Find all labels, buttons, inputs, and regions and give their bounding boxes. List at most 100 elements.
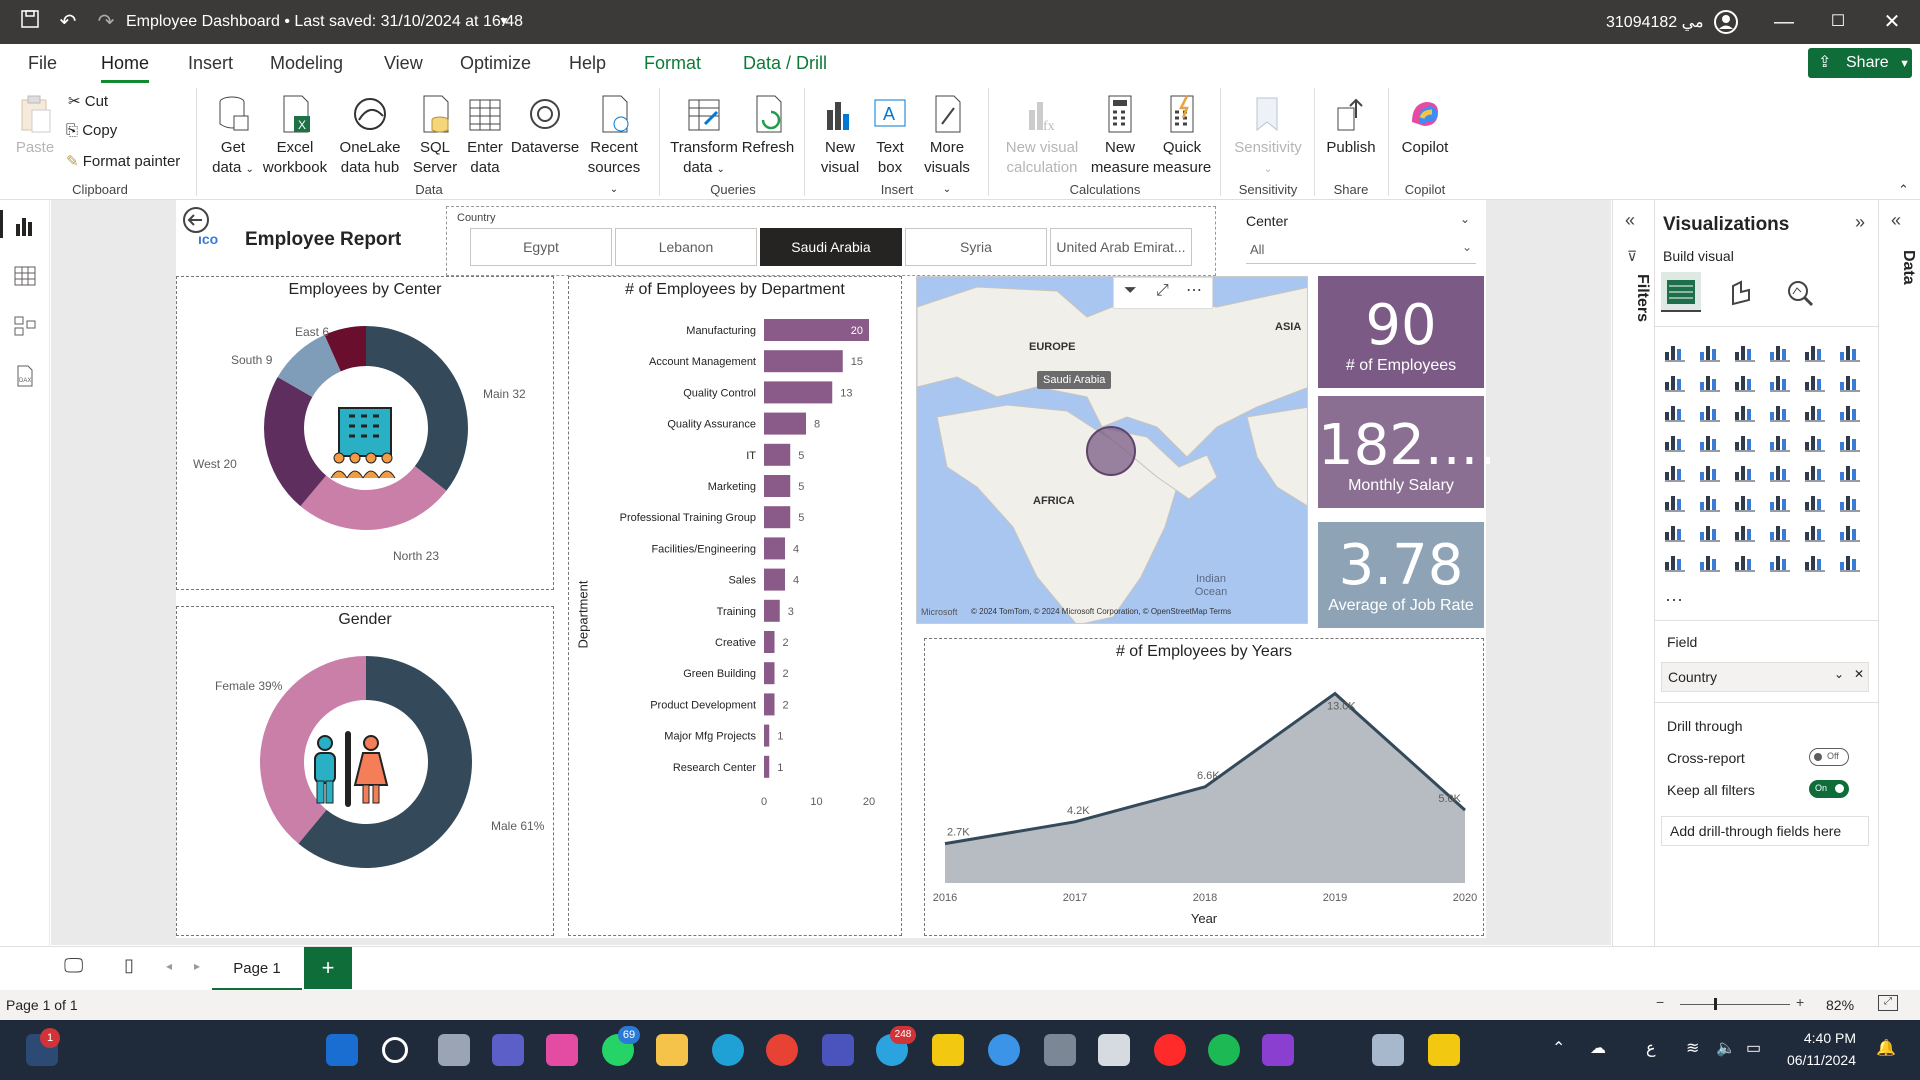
visual-type-icon[interactable]	[1803, 370, 1827, 392]
bar[interactable]	[764, 319, 869, 341]
quick-measure-button[interactable]: Quick measure	[1152, 94, 1212, 178]
start-icon[interactable]	[326, 1034, 358, 1066]
next-page-icon[interactable]: ▸	[194, 959, 201, 973]
bar[interactable]	[764, 693, 775, 716]
visual-type-icon[interactable]	[1698, 400, 1722, 422]
more-options-icon[interactable]: ⋯	[1186, 282, 1202, 299]
bar[interactable]	[764, 662, 775, 685]
visual-type-icon[interactable]	[1838, 490, 1862, 512]
format-painter-button[interactable]: ✎ Format painter	[66, 153, 181, 170]
copilot-button[interactable]: Copilot	[1394, 94, 1456, 158]
powerbi-active-icon[interactable]	[1428, 1034, 1460, 1066]
page-tab-1[interactable]: Page 1	[212, 947, 302, 991]
department-bar-chart[interactable]: # of Employees by Department Department …	[568, 276, 902, 936]
visual-type-icon[interactable]	[1838, 520, 1862, 542]
copilot-taskbar-icon[interactable]	[546, 1034, 578, 1066]
tab-data-drill[interactable]: Data / Drill	[743, 53, 828, 73]
zoom-out-icon[interactable]: −	[1656, 994, 1665, 1010]
slice-west[interactable]	[264, 377, 327, 507]
bar[interactable]	[764, 599, 780, 622]
file-explorer-icon[interactable]	[656, 1034, 688, 1066]
visual-type-icon[interactable]	[1698, 490, 1722, 512]
bar[interactable]	[764, 568, 785, 591]
bar[interactable]	[764, 506, 791, 529]
visual-type-icon[interactable]	[1663, 370, 1687, 392]
slice-main[interactable]	[366, 326, 469, 491]
meet-icon[interactable]	[492, 1034, 524, 1066]
snipping-tool-icon[interactable]	[1372, 1034, 1404, 1066]
recent-sources-button[interactable]: Recent sources ⌄	[582, 94, 646, 200]
visual-studio-icon[interactable]	[1262, 1034, 1294, 1066]
language-icon[interactable]: ع	[1646, 1040, 1656, 1057]
clock-time[interactable]: 4:40 PM	[1803, 1030, 1856, 1046]
title-dropdown-icon[interactable]: ▼	[498, 14, 510, 28]
slicer-option-syria[interactable]: Syria	[905, 228, 1047, 266]
visual-type-icon[interactable]	[1698, 520, 1722, 542]
slicer-option-lebanon[interactable]: Lebanon	[615, 228, 757, 266]
copy-button[interactable]: ⎘ Copy	[66, 122, 118, 139]
edge-icon[interactable]	[712, 1034, 744, 1066]
collapse-ribbon-icon[interactable]: ⌃	[1898, 182, 1909, 197]
bar[interactable]	[764, 537, 785, 560]
weather-app-icon[interactable]: 1	[26, 1028, 60, 1066]
slice-north[interactable]	[300, 466, 447, 530]
visual-type-icon[interactable]	[1838, 430, 1862, 452]
zoom-in-icon[interactable]: +	[1796, 994, 1805, 1010]
remove-field-icon[interactable]: ✕	[1854, 667, 1865, 681]
powerbi-taskbar-icon[interactable]	[932, 1034, 964, 1066]
dax-query-view-icon[interactable]: DAX	[12, 364, 38, 388]
visual-type-icon[interactable]	[1733, 490, 1757, 512]
visual-type-icon[interactable]	[1698, 550, 1722, 572]
center-dropdown[interactable]: All ⌄	[1246, 238, 1476, 264]
visual-type-icon[interactable]	[1663, 460, 1687, 482]
table-view-icon[interactable]	[12, 264, 38, 288]
bar[interactable]	[764, 381, 833, 404]
visual-type-icon[interactable]	[1733, 430, 1757, 452]
paste-button[interactable]: Paste	[12, 94, 58, 158]
visual-type-icon[interactable]	[1768, 370, 1792, 392]
clock-date[interactable]: 06/11/2024	[1786, 1052, 1856, 1068]
slice-male[interactable]	[298, 656, 473, 868]
new-visual-button[interactable]: New visual	[812, 94, 868, 178]
expand-data-icon[interactable]: «	[1891, 210, 1902, 230]
maximize-icon[interactable]: ☐	[1830, 13, 1846, 30]
tab-home[interactable]: Home	[101, 53, 150, 83]
redo-icon[interactable]: ↷	[97, 11, 115, 33]
new-visual-calculation-button[interactable]: fx New visual calculation	[996, 94, 1088, 178]
visual-type-icon[interactable]	[1838, 400, 1862, 422]
mobile-layout-icon[interactable]: ▯	[124, 955, 134, 975]
area-line[interactable]	[944, 691, 1467, 846]
onelake-button[interactable]: OneLake data hub	[332, 94, 408, 178]
share-button[interactable]: ⇪ Share ▼	[1808, 48, 1912, 78]
slice-east[interactable]	[324, 326, 366, 372]
document-title[interactable]: Employee Dashboard • Last saved: 31/10/2…	[126, 13, 523, 30]
notifications-icon[interactable]: 🔔	[1876, 1040, 1896, 1057]
collapse-pane-icon[interactable]: »	[1855, 212, 1866, 232]
volume-icon[interactable]: 🔈	[1716, 1040, 1736, 1057]
visual-type-icon[interactable]	[1663, 400, 1687, 422]
get-data-button[interactable]: Get data ⌄	[206, 94, 260, 180]
bar[interactable]	[764, 475, 791, 497]
visual-type-icon[interactable]	[1803, 340, 1827, 362]
visual-type-icon[interactable]	[1768, 400, 1792, 422]
whatsapp-icon[interactable]: 69	[602, 1026, 640, 1066]
visual-type-icon[interactable]	[1663, 520, 1687, 542]
visual-type-icon[interactable]	[1838, 550, 1862, 572]
map-visual[interactable]: Saudi Arabia EUROPE ASIA AFRICA Indian O…	[916, 276, 1308, 624]
bar[interactable]	[764, 631, 775, 653]
model-view-icon[interactable]	[12, 314, 38, 338]
kpi-job-rate[interactable]: 3.78 Average of Job Rate	[1318, 522, 1484, 628]
tab-optimize[interactable]: Optimize	[460, 53, 532, 73]
report-view-icon[interactable]	[12, 214, 38, 238]
focus-mode-icon[interactable]: ⤢	[1156, 282, 1169, 299]
visual-type-icon[interactable]	[1698, 460, 1722, 482]
drill-through-well[interactable]: Add drill-through fields here	[1661, 816, 1869, 846]
slicer-option-uae[interactable]: United Arab Emirat...	[1050, 228, 1192, 266]
tab-modeling[interactable]: Modeling	[270, 53, 344, 73]
sensitivity-button[interactable]: Sensitivity ⌄	[1228, 94, 1308, 180]
more-visuals-button[interactable]: More visuals ⌄	[918, 94, 976, 200]
years-area-chart[interactable]: # of Employees by Years 2016 2.7K 2017 4.2K…	[924, 638, 1484, 936]
visual-type-icon[interactable]	[1768, 460, 1792, 482]
task-view-icon[interactable]	[438, 1034, 470, 1066]
visual-type-icon[interactable]	[1768, 430, 1792, 452]
